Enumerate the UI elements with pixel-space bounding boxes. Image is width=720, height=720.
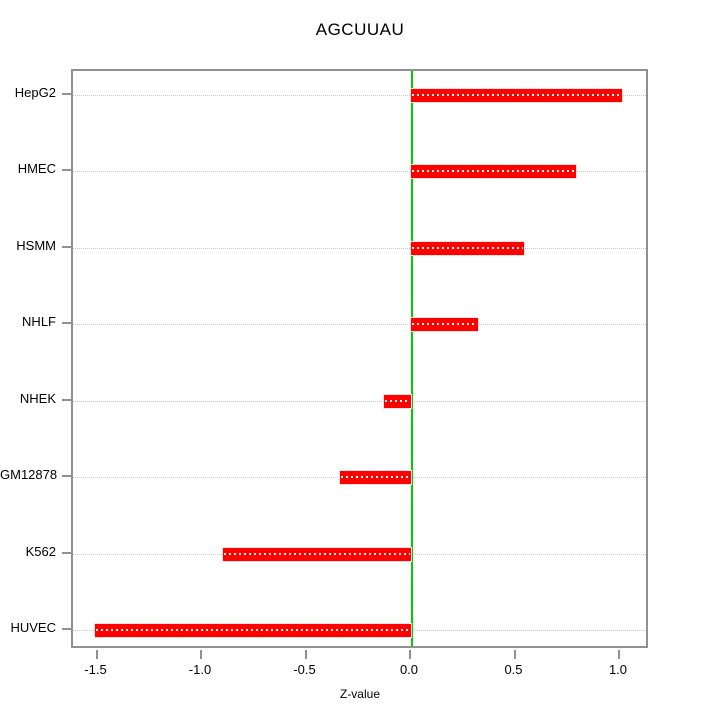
- x-tick-label: 0.5: [504, 662, 523, 677]
- x-tick: [95, 650, 98, 659]
- x-tick-label: -1.0: [188, 662, 212, 677]
- plot-frame: [71, 69, 648, 648]
- x-tick-label: 1.0: [608, 662, 628, 677]
- y-tick: [62, 398, 71, 401]
- x-tick-label: 0.0: [399, 662, 419, 677]
- gridline: [73, 324, 646, 326]
- gridline: [73, 171, 646, 173]
- x-tick-label: -1.5: [84, 662, 107, 677]
- y-tick: [62, 628, 71, 630]
- y-tick: [62, 93, 71, 95]
- y-tick-label-nhek: NHEK: [19, 390, 56, 406]
- y-tick-label-k562: K562: [25, 543, 56, 559]
- bar-hsmm: [411, 241, 524, 255]
- x-tick: [618, 650, 620, 659]
- y-tick: [62, 169, 71, 172]
- y-tick-label-huvec: HUVEC: [10, 620, 56, 635]
- zero-reference-line: [411, 71, 413, 646]
- x-axis-title: Z-value: [339, 687, 380, 701]
- x-tick: [304, 650, 307, 659]
- y-tick-label-hsmm: HSMM: [16, 237, 56, 253]
- bar-nhek: [383, 394, 411, 408]
- plot-area: [73, 71, 646, 646]
- y-tick-label-hmec: HMEC: [17, 161, 56, 177]
- bar-nhlf: [411, 318, 478, 332]
- bar-hepg2: [411, 89, 623, 102]
- gridline: [73, 95, 646, 96]
- bar-hmec: [411, 165, 577, 179]
- gridline: [73, 247, 646, 249]
- x-tick: [200, 650, 202, 659]
- x-tick: [513, 650, 516, 659]
- y-tick: [62, 475, 71, 478]
- gridline: [73, 400, 646, 402]
- y-tick: [62, 551, 71, 554]
- bar-k562: [222, 547, 411, 561]
- x-tick-label: -0.5: [293, 662, 316, 677]
- y-tick: [62, 245, 71, 248]
- bar-huvec: [95, 624, 411, 637]
- y-tick: [62, 322, 71, 325]
- y-tick-label-hepg2: HepG2: [14, 85, 56, 100]
- x-tick: [409, 650, 411, 659]
- chart-title: AGCUUAU: [315, 20, 405, 39]
- y-tick-label-gm12878: GM12878: [0, 467, 58, 483]
- bar-gm12878: [339, 471, 411, 485]
- y-tick-label-nhlf: NHLF: [22, 314, 56, 330]
